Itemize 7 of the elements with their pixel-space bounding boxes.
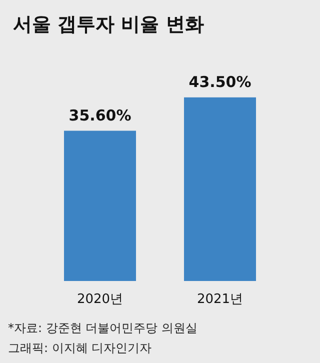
chart-title: 서울 갭투자 비율 변화 [13,14,204,36]
x-tick-label: 2020년 [76,292,124,307]
data-label: 35.60% [68,106,132,124]
data-label: 43.50% [188,72,252,91]
x-tick-label: 2021년 [196,292,244,307]
text: *자료: 강준현 더불어민주당 의원실 [8,321,198,335]
text: 그래픽: 이지혜 디자인기자 [8,341,152,355]
